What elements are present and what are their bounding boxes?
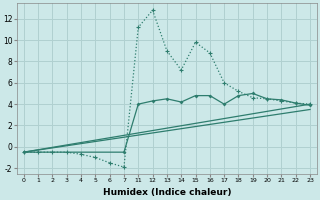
X-axis label: Humidex (Indice chaleur): Humidex (Indice chaleur): [103, 188, 231, 197]
